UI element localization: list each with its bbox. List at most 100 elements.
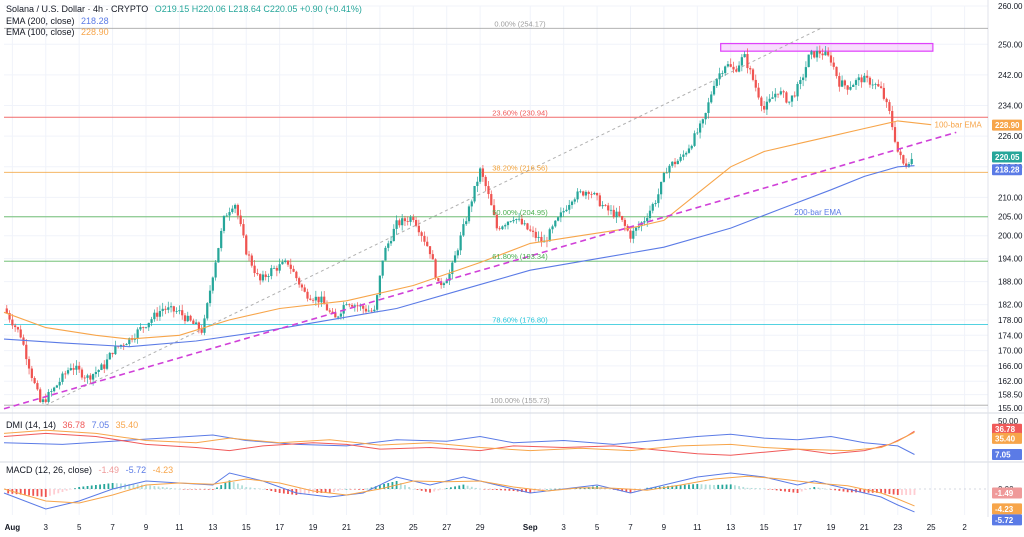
macd-histogram-bar-59 xyxy=(253,488,256,490)
macd-histogram-bar-216 xyxy=(909,489,912,495)
price-pane[interactable]: 100-bar EMA 200-bar EMA 0.00% (254.17) 23… xyxy=(3,19,988,410)
macd-histogram-bar-114 xyxy=(483,489,486,490)
candle-body-269 xyxy=(754,79,757,88)
candle-body-70 xyxy=(200,329,203,333)
macd-histogram-bar-191 xyxy=(805,489,807,491)
macd-histogram-bar-53 xyxy=(228,480,231,490)
candle-body-305 xyxy=(854,80,858,85)
candle-body-199 xyxy=(559,212,562,218)
candle-body-32 xyxy=(94,371,97,375)
candle-body-239 xyxy=(671,161,674,166)
candle-body-75 xyxy=(214,262,217,278)
tag-last-price-bg xyxy=(992,151,1022,163)
macd-histogram-bar-130 xyxy=(550,488,553,490)
candle-body-17 xyxy=(53,387,56,392)
candle-body-217 xyxy=(609,209,613,211)
ema100-legend: EMA (100, close) 228.90 xyxy=(6,27,113,37)
macd-histogram-bar-189 xyxy=(796,489,799,494)
macd-histogram-bar-94 xyxy=(399,483,402,490)
macd-histogram-bar-72 xyxy=(307,489,310,494)
candle-body-133 xyxy=(375,295,379,310)
candle-body-129 xyxy=(364,308,368,312)
candle-body-173 xyxy=(487,186,490,195)
candle-body-196 xyxy=(551,226,554,230)
candle-body-106 xyxy=(300,284,304,288)
candle-body-167 xyxy=(470,201,473,207)
price-axis-tick-11: 205.00 xyxy=(998,213,1023,222)
candle-body-150 xyxy=(423,235,426,242)
candle-body-125 xyxy=(353,305,356,307)
candle-body-152 xyxy=(428,246,432,255)
dmi-legend-v1: 36.78 xyxy=(62,420,86,430)
candle-body-306 xyxy=(857,77,860,81)
candle-body-158 xyxy=(445,280,448,284)
candle-body-61 xyxy=(175,311,178,312)
time-axis[interactable]: Aug 3 5 7 9 11 13 15 17 19 21 23 25 27 29 Sep 3 5 7 9 11 13 15… xyxy=(5,523,968,532)
candle-body-4 xyxy=(16,327,20,330)
macd-histogram-bar-42 xyxy=(182,489,185,490)
candle-body-183 xyxy=(515,219,518,220)
macd-histogram-bar-75 xyxy=(320,489,323,494)
candle-body-186 xyxy=(523,223,526,225)
macd-histogram-bar-195 xyxy=(821,488,824,490)
time-axis-tick-0: Aug xyxy=(5,523,21,532)
candle-body-319 xyxy=(893,127,897,142)
candle-body-281 xyxy=(788,101,791,103)
candle-body-279 xyxy=(782,91,785,93)
candle-body-73 xyxy=(208,290,212,304)
candle-body-176 xyxy=(495,215,498,229)
macd-histogram-bar-14 xyxy=(65,489,68,491)
tag-macd-signal-bg xyxy=(992,503,1022,515)
macd-histogram-bar-160 xyxy=(675,485,678,490)
macd-histogram-bar-77 xyxy=(328,489,331,494)
candle-body-312 xyxy=(874,84,877,85)
macd-legend-v1: -1.49 xyxy=(98,465,120,475)
candle-body-143 xyxy=(403,218,407,222)
candle-body-323 xyxy=(905,163,908,167)
candle-body-76 xyxy=(217,248,220,263)
candle-body-262 xyxy=(735,69,738,72)
candle-body-252 xyxy=(707,102,710,114)
dmi-pane[interactable] xyxy=(3,429,915,456)
fibonacci-labels: 0.00% (254.17) 23.60% (230.94) 38.20% (216… xyxy=(490,19,550,405)
tag-dmi-minus: 36.78 xyxy=(995,425,1016,434)
macd-histogram-bar-118 xyxy=(500,489,502,491)
macd-histogram-bar-215 xyxy=(905,489,908,495)
macd-histogram-bar-174 xyxy=(733,485,736,490)
candle-body-247 xyxy=(693,133,696,146)
candle-body-78 xyxy=(222,215,226,231)
candle-body-201 xyxy=(565,209,568,212)
candle-body-226 xyxy=(634,227,638,231)
candle-body-149 xyxy=(420,232,423,236)
macd-histogram-bar-61 xyxy=(262,489,264,490)
macd-legend: MACD (12, 26, close) -1.49 -5.72 -4.23 xyxy=(6,465,177,475)
macd-histogram-bar-45 xyxy=(195,489,198,490)
ema-200-line xyxy=(3,165,915,348)
macd-histogram-bar-5 xyxy=(28,489,30,496)
candle-body-12 xyxy=(39,389,42,402)
candle-body-255 xyxy=(715,79,718,86)
macd-histogram-bar-58 xyxy=(249,487,252,490)
candle-body-270 xyxy=(757,87,760,98)
macd-histogram-bar-24 xyxy=(107,483,110,490)
candle-body-65 xyxy=(186,315,189,322)
candle-body-174 xyxy=(490,194,493,206)
candle-body-138 xyxy=(389,241,393,244)
candle-body-220 xyxy=(618,211,621,216)
candle-body-257 xyxy=(721,73,724,74)
macd-histogram-bar-6 xyxy=(32,489,35,496)
macd-histogram-bar-86 xyxy=(366,488,369,490)
macd-histogram-bar-125 xyxy=(529,489,532,494)
time-axis-tick-10: 21 xyxy=(342,523,351,532)
candle-body-240 xyxy=(673,161,677,165)
candle-body-56 xyxy=(161,308,164,312)
candle-body-66 xyxy=(189,315,192,321)
candle-body-303 xyxy=(849,86,852,90)
candle-body-315 xyxy=(882,87,885,99)
macd-pane[interactable] xyxy=(3,472,988,513)
macd-histogram-bar-57 xyxy=(245,487,248,490)
candle-body-64 xyxy=(183,315,187,322)
macd-histogram-bar-182 xyxy=(767,489,770,490)
candle-body-9 xyxy=(30,368,33,378)
